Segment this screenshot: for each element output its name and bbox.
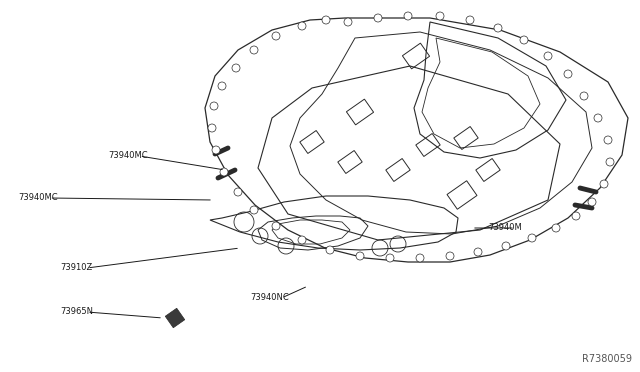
Circle shape	[232, 64, 240, 72]
Circle shape	[386, 254, 394, 262]
Circle shape	[594, 114, 602, 122]
Circle shape	[606, 158, 614, 166]
Text: 73965N: 73965N	[60, 308, 93, 317]
Circle shape	[572, 212, 580, 220]
Bar	[447, 181, 477, 209]
Circle shape	[404, 12, 412, 20]
Circle shape	[604, 136, 612, 144]
Circle shape	[210, 102, 218, 110]
Circle shape	[564, 70, 572, 78]
Text: 73940NC: 73940NC	[250, 294, 289, 302]
Circle shape	[298, 236, 306, 244]
Circle shape	[250, 46, 258, 54]
Circle shape	[552, 224, 560, 232]
Circle shape	[344, 18, 352, 26]
Text: 73940M: 73940M	[488, 224, 522, 232]
Circle shape	[528, 234, 536, 242]
Circle shape	[250, 206, 258, 214]
Bar	[165, 308, 185, 328]
Circle shape	[326, 246, 334, 254]
Circle shape	[520, 36, 528, 44]
Text: 73910Z: 73910Z	[60, 263, 92, 273]
Circle shape	[374, 14, 382, 22]
Bar	[416, 134, 440, 157]
Bar	[386, 158, 410, 182]
Circle shape	[502, 242, 510, 250]
Circle shape	[322, 16, 330, 24]
Bar	[300, 131, 324, 154]
Circle shape	[272, 222, 280, 230]
Bar	[346, 99, 374, 125]
Bar	[476, 158, 500, 182]
Circle shape	[416, 254, 424, 262]
Circle shape	[494, 24, 502, 32]
Circle shape	[208, 124, 216, 132]
Circle shape	[544, 52, 552, 60]
Circle shape	[474, 248, 482, 256]
Circle shape	[218, 82, 226, 90]
Bar	[454, 126, 478, 150]
Bar	[403, 43, 429, 69]
Circle shape	[588, 198, 596, 206]
Bar	[338, 151, 362, 173]
Circle shape	[298, 22, 306, 30]
Circle shape	[446, 252, 454, 260]
Circle shape	[272, 32, 280, 40]
Circle shape	[466, 16, 474, 24]
Circle shape	[220, 168, 228, 176]
Text: 73940MC: 73940MC	[18, 193, 58, 202]
Text: 73940MC: 73940MC	[108, 151, 148, 160]
Circle shape	[600, 180, 608, 188]
Circle shape	[234, 188, 242, 196]
Circle shape	[580, 92, 588, 100]
Circle shape	[356, 252, 364, 260]
Text: R7380059: R7380059	[582, 354, 632, 364]
Circle shape	[436, 12, 444, 20]
Circle shape	[212, 146, 220, 154]
